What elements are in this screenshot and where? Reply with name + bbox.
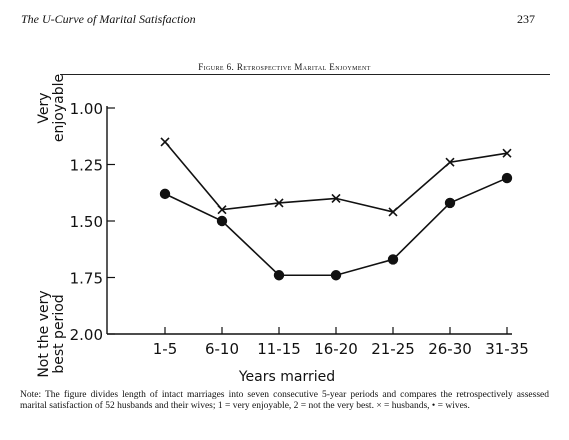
y-label-top-line: enjoyable xyxy=(51,74,67,142)
data-point-wives xyxy=(444,197,456,209)
y-label-bottom-line: Not the very xyxy=(36,290,52,377)
data-point-husbands xyxy=(217,205,227,215)
series-line-wives xyxy=(164,177,508,277)
x-tick-label: 6-10 xyxy=(205,340,239,358)
x-tick-label: 26-30 xyxy=(428,340,472,358)
x-axis-label: Years married xyxy=(238,369,335,385)
data-point-wives xyxy=(216,215,228,227)
data-point-husbands xyxy=(388,207,398,217)
y-label-top-line: Very xyxy=(36,92,52,123)
y-tick-label: 1.50 xyxy=(70,213,103,231)
y-tick-label: 1.75 xyxy=(70,270,103,288)
data-point-wives xyxy=(330,270,342,281)
data-point-wives xyxy=(501,172,513,184)
x-tick-label: 21-25 xyxy=(371,340,415,358)
data-point-husbands xyxy=(274,198,284,208)
y-label-bottom-line: best period xyxy=(51,294,67,373)
data-point-wives xyxy=(273,270,285,281)
data-point-husbands xyxy=(331,193,341,203)
title-rule xyxy=(60,74,550,75)
data-point-husbands xyxy=(160,137,170,147)
page-number: 237 xyxy=(517,12,535,26)
data-point-husbands xyxy=(445,157,455,167)
x-tick-label: 11-15 xyxy=(257,340,301,358)
y-label-top: Very enjoyable xyxy=(36,74,67,142)
figure-note: Note: The figure divides length of intac… xyxy=(20,390,549,411)
running-head: The U-Curve of Marital Satisfaction xyxy=(21,12,196,26)
x-tick-label: 31-35 xyxy=(485,340,529,358)
series-line-husbands xyxy=(164,141,508,213)
y-label-bottom: Not the very best period xyxy=(36,290,67,377)
y-tick-label: 1.00 xyxy=(70,100,103,118)
figure-title: Figure 6. Retrospective Marital Enjoymen… xyxy=(198,62,371,72)
x-tick-label: 1-5 xyxy=(153,340,178,358)
data-point-husbands xyxy=(502,148,512,158)
x-tick-label: 16-20 xyxy=(314,340,358,358)
data-point-wives xyxy=(387,254,399,265)
y-tick-label: 1.25 xyxy=(70,157,103,175)
y-tick-label: 2.00 xyxy=(70,326,103,344)
data-point-wives xyxy=(159,188,171,200)
